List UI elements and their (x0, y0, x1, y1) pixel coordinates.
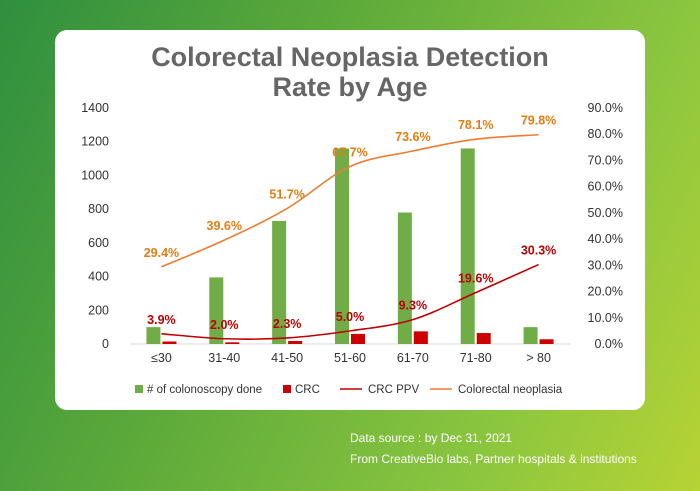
y-axis-left-tick-label: 400 (88, 270, 109, 284)
crc-bar (351, 333, 365, 344)
crc-bar (162, 341, 177, 344)
chart-svg: 0 200 400 600 800 1000 1200 1400 0.0% 10.0% 20.0% 3… (81, 101, 624, 396)
colonoscopy-bar (146, 327, 161, 344)
crc-bar (539, 339, 554, 344)
colonoscopy-bar (272, 220, 287, 344)
y-axis-right-tick-label: 90.0% (588, 101, 623, 115)
neoplasia-data-label: 29.4% (144, 246, 179, 260)
neoplasia-line (161, 133, 539, 268)
neoplasia-data-label: 51.7% (269, 187, 304, 201)
crc-ppv-data-label: 2.0% (210, 318, 239, 332)
colonoscopy-bar (523, 327, 538, 344)
y-axis-right-tick-label: 40.0% (588, 232, 623, 246)
y-axis-left-tick-label: 1000 (81, 168, 109, 182)
y-axis-right-tick-label: 10.0% (588, 311, 623, 325)
y-axis-right-tick-label: 60.0% (588, 180, 623, 194)
legend-label: # of colonoscopy done (147, 384, 262, 396)
chart-card: Colorectal Neoplasia Detection Rate by A… (55, 30, 645, 410)
crc-ppv-data-label: 5.0% (336, 310, 365, 324)
y-axis-left-tick-label: 0 (102, 337, 109, 351)
neoplasia-data-label: 79.8% (521, 114, 556, 128)
y-axis-left-tick-label: 200 (88, 303, 109, 317)
y-axis-right-tick-label: 0.0% (595, 337, 624, 351)
x-axis-category-label: > 80 (526, 351, 551, 365)
colonoscopy-bar (460, 148, 475, 344)
crc-ppv-data-label: 3.9% (147, 313, 176, 327)
y-axis-right-tick-label: 80.0% (588, 127, 623, 141)
y-axis-left-tick-label: 1400 (81, 101, 109, 115)
y-axis-left-tick-label: 1200 (81, 135, 109, 149)
crc-bar (476, 333, 491, 344)
x-axis-category-label: ≤30 (151, 351, 172, 365)
crc-ppv-data-label: 2.3% (273, 317, 302, 331)
crc-ppv-data-label: 19.6% (458, 272, 493, 286)
footer-from: From CreativeBio labs, Partner hospitals… (350, 452, 637, 466)
neoplasia-data-label: 73.6% (395, 130, 430, 144)
legend-swatch (283, 385, 291, 393)
legend-label: CRC (295, 384, 320, 396)
x-axis-category-label: 31-40 (208, 351, 240, 365)
x-axis-category-label: 61-70 (397, 351, 429, 365)
neoplasia-data-label: 67.7% (332, 145, 367, 159)
crc-ppv-data-label: 30.3% (521, 244, 556, 258)
chart-title: Colorectal Neoplasia Detection Rate by A… (151, 42, 549, 102)
colonoscopy-bar (397, 212, 412, 344)
y-axis-right-tick-label: 50.0% (588, 206, 623, 220)
legend-label: CRC PPV (368, 384, 419, 396)
neoplasia-data-label: 78.1% (458, 118, 493, 132)
crc-bar (288, 340, 303, 344)
x-axis-category-label: 41-50 (271, 351, 303, 365)
x-axis-category-label: 71-80 (460, 351, 492, 365)
legend-swatch (135, 385, 143, 393)
crc-bar (413, 331, 428, 344)
colonoscopy-bar (335, 148, 349, 344)
crc-bar (225, 342, 240, 344)
neoplasia-data-label: 39.6% (207, 219, 242, 233)
y-axis-left-tick-label: 600 (88, 236, 109, 250)
crc-ppv-line (161, 263, 539, 340)
y-axis-right-tick-label: 30.0% (588, 258, 623, 272)
colonoscopy-bar (209, 277, 224, 344)
y-axis-right-tick-label: 70.0% (588, 153, 623, 167)
legend-label: Colorectal neoplasia (458, 384, 563, 396)
x-axis-category-label: 51-60 (334, 351, 366, 365)
y-axis-left-tick-label: 800 (88, 202, 109, 216)
y-axis-right-tick-label: 20.0% (588, 285, 623, 299)
crc-ppv-data-label: 9.3% (399, 299, 428, 313)
footer-data-source: Data source : by Dec 31, 2021 (350, 431, 513, 445)
